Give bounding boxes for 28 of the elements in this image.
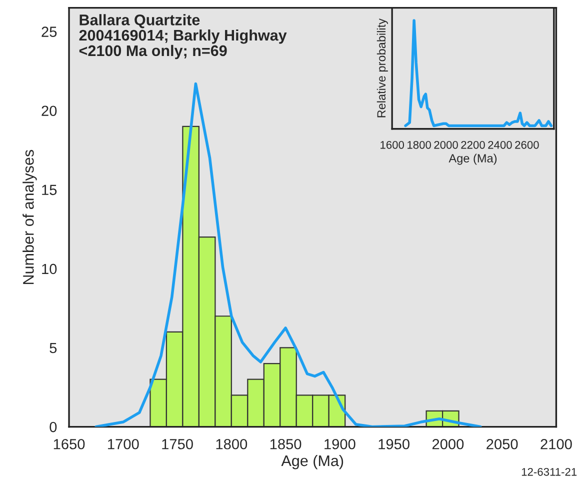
x-tick-label: 2600 <box>515 140 539 149</box>
x-tick-label: 1650 <box>54 438 85 450</box>
x-tick-label: 2050 <box>486 438 518 450</box>
y-tick-label: 25 <box>42 26 57 37</box>
y-axis-title: Number of analyses <box>22 150 37 284</box>
x-tick-label: 1800 <box>408 140 431 149</box>
y-tick-label: 5 <box>50 342 57 354</box>
x-tick-label: 1950 <box>378 438 410 450</box>
y-tick-label: 10 <box>42 264 57 274</box>
x-tick-label: 1600 <box>380 140 404 149</box>
x-tick-label: 2100 <box>540 438 572 450</box>
x-tick-label: 2400 <box>488 140 512 149</box>
y-tick-label: 0 <box>50 422 57 432</box>
x-tick-label: 2000 <box>434 140 458 149</box>
x-tick-label: 2200 <box>461 140 485 149</box>
y-tick-label: 15 <box>42 184 57 196</box>
x-tick-label: 1750 <box>162 438 193 450</box>
text: Ballara Quartzite 2004169014; Barkly Highway <2100 Ma only; n=69 <box>79 14 287 60</box>
x-tick-label: 1700 <box>108 438 139 450</box>
x-tick-label: 1850 <box>270 438 302 450</box>
x-tick-label: 1900 <box>324 438 356 450</box>
x-axis-title: Age (Ma) <box>281 454 344 470</box>
x-axis-title: Age (Ma) <box>448 154 497 165</box>
text: 12-6311-21 <box>522 468 577 476</box>
y-axis-title: Relative probability <box>376 18 388 118</box>
x-tick-label: 1800 <box>216 438 248 450</box>
x-tick-label: 2000 <box>432 438 464 450</box>
y-tick-label: 20 <box>42 106 57 116</box>
